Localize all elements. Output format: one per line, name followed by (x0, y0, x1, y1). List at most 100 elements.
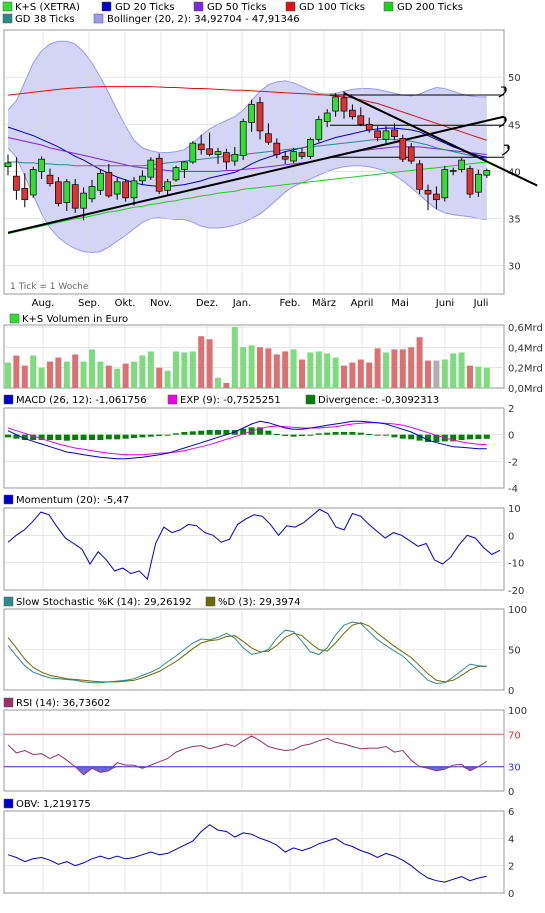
month-label: Aug. (32, 298, 55, 309)
volume-bar (391, 349, 398, 388)
volume-bar (257, 347, 263, 388)
rsi-tick-label: 0 (508, 787, 514, 798)
macd-panel: 2 0 -2 -4 (4, 404, 518, 495)
volume-bar (181, 352, 188, 388)
volume-bar (97, 361, 104, 388)
price-legend: K+S (XETRA) GD 20 Ticks GD 50 Ticks GD 1… (2, 1, 463, 25)
volume-bar (5, 362, 11, 388)
legend-bollinger: Bollinger (20, 2): 34,92704 - 47,91346 (107, 14, 300, 25)
price-tick-label: 45 (508, 120, 521, 131)
stochastic-tick-label: 100 (508, 605, 527, 616)
divergence-bar (114, 434, 121, 440)
volume-bar (131, 361, 137, 388)
candle-body (239, 121, 247, 156)
divergence-bar (357, 432, 364, 435)
obv-line (7, 824, 487, 883)
volume-bar (366, 362, 373, 388)
candle-body (147, 159, 155, 178)
month-label: Okt. (115, 298, 136, 309)
volume-bar (273, 354, 280, 388)
volume-bar (13, 355, 20, 388)
volume-bar (324, 353, 331, 388)
gd200-line (7, 161, 487, 235)
divergence-bar (332, 432, 339, 435)
volume-bar (248, 345, 255, 388)
divergence-bar (206, 430, 213, 435)
candle-body (21, 188, 29, 201)
volume-legend-swatch (9, 313, 20, 324)
obv-panel: 6 4 2 0 (4, 807, 514, 900)
legend-gd100: GD 100 Ticks (299, 2, 365, 13)
volume-bar (38, 367, 45, 388)
divergence-bar (122, 434, 129, 439)
divergence-bar (181, 432, 188, 435)
macd-tick-label: 2 (508, 404, 514, 415)
momentum-panel: 10 0 -10 -20 (4, 504, 524, 597)
volume-bar (265, 348, 272, 388)
candle-body (97, 172, 104, 191)
candle-body (46, 174, 54, 185)
volume-bar (383, 352, 389, 388)
candle-body (155, 157, 163, 192)
candle-body (475, 173, 482, 193)
candle-body (466, 168, 474, 195)
legend-gd50: GD 50 Ticks (207, 2, 267, 13)
candle-body (424, 189, 432, 195)
divergence-bar (341, 432, 347, 435)
candle-body (340, 97, 348, 112)
rsi-legend: RSI (14): 36,73602 (16, 698, 110, 709)
momentum-panel-frame (3, 507, 505, 591)
candle-body (281, 155, 289, 160)
stoch-k-legend: Slow Stochastic %K (14): 29,26192 (16, 597, 192, 608)
volume-bar (80, 361, 87, 388)
trendline (7, 115, 504, 234)
month-label: Juli (473, 298, 489, 309)
volume-bar (467, 365, 473, 388)
divergence-bar (265, 430, 272, 435)
candle-body (71, 184, 79, 209)
divergence-bar (13, 434, 20, 439)
legend-swatch-gd200 (383, 1, 394, 12)
candle-body (407, 146, 415, 162)
month-label: Feb. (280, 298, 301, 309)
price-tick-label: 40 (508, 167, 521, 178)
price-tick-label: 35 (508, 215, 521, 226)
price-panel-frame (3, 29, 505, 295)
divergence-bar (366, 434, 373, 435)
volume-bar (357, 359, 364, 388)
volume-bar (290, 349, 297, 388)
candle-body (391, 129, 398, 137)
divergence-bar (240, 428, 247, 435)
divergence-bar (80, 434, 87, 440)
obv-tick-label: 0 (508, 889, 514, 900)
divergence-bar (273, 434, 280, 435)
trendline (343, 92, 538, 187)
candle-body (256, 102, 264, 132)
month-label: Sep. (78, 298, 100, 309)
price-tick-label: 50 (508, 73, 521, 84)
divergence-legend: Divergence: -0,3092313 (318, 395, 439, 406)
volume-bar (114, 368, 121, 388)
candle-body (298, 152, 306, 157)
divergence-bar (450, 434, 457, 442)
divergence-bar (47, 434, 53, 440)
candle-body (63, 181, 71, 203)
divergence-bar (299, 434, 305, 436)
bollinger-band-fill (8, 41, 487, 253)
price-panel: 30 35 40 45 50 (4, 30, 538, 294)
divergence-bar (399, 434, 406, 439)
candle-body (273, 142, 281, 155)
stoch-d-line (7, 622, 487, 683)
momentum-legend: Momentum (20): -5,47 (16, 495, 129, 506)
month-label: April (351, 298, 374, 309)
candle-body (323, 112, 331, 122)
candle-body (80, 192, 87, 209)
obv-legend: OBV: 1,219175 (16, 799, 91, 810)
divergence-bar (72, 434, 79, 440)
rsi-oversold-fill (436, 766, 445, 771)
volume-bar (282, 351, 289, 388)
candle-body (206, 148, 213, 155)
divergence-bar (97, 434, 104, 440)
divergence-bar (349, 432, 356, 435)
macd-tick-label: -2 (508, 457, 518, 468)
